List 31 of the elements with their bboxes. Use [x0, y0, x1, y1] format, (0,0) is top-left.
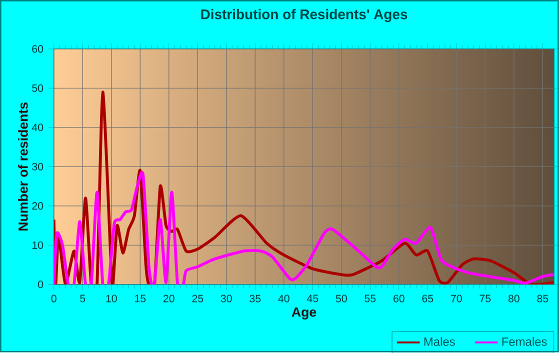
x-tick-label: 10: [106, 294, 117, 302]
y-tick-label: 0: [38, 280, 44, 288]
x-tick-label: 85: [537, 294, 548, 302]
x-tick-label: 5: [80, 294, 86, 302]
x-tick-label: 40: [278, 294, 290, 302]
x-tick-label: 0: [51, 294, 56, 302]
x-tick-label: 30: [220, 294, 232, 302]
x-tick-label: 50: [336, 294, 347, 302]
x-axis-title: Age: [292, 307, 316, 320]
x-tick-label: 15: [135, 294, 146, 302]
x-tick-label: 55: [364, 294, 376, 302]
y-tick-label: 10: [32, 241, 44, 249]
x-tick-label: 70: [451, 294, 462, 302]
y-tick-label: 50: [32, 84, 44, 92]
x-tick-label: 80: [508, 294, 520, 302]
y-tick-label: 20: [32, 202, 44, 210]
legend-label: Females: [502, 336, 547, 346]
x-tick-label: 75: [480, 294, 491, 302]
y-axis-title: Number of residents: [18, 102, 28, 230]
y-tick-label: 60: [32, 44, 44, 52]
x-tick-label: 35: [250, 294, 261, 302]
x-tick-label: 25: [192, 294, 204, 302]
x-tick-label: 60: [394, 294, 404, 302]
x-tick-label: 20: [164, 294, 174, 302]
line-series: [54, 172, 554, 284]
legend-label: Males: [424, 336, 455, 346]
y-tick-label: 40: [32, 123, 44, 131]
x-tick-label: 45: [306, 294, 318, 302]
y-tick-label: 30: [32, 162, 44, 170]
x-tick-label: 65: [422, 294, 434, 302]
chart-title: Distribution of Residents' Ages: [201, 8, 408, 22]
